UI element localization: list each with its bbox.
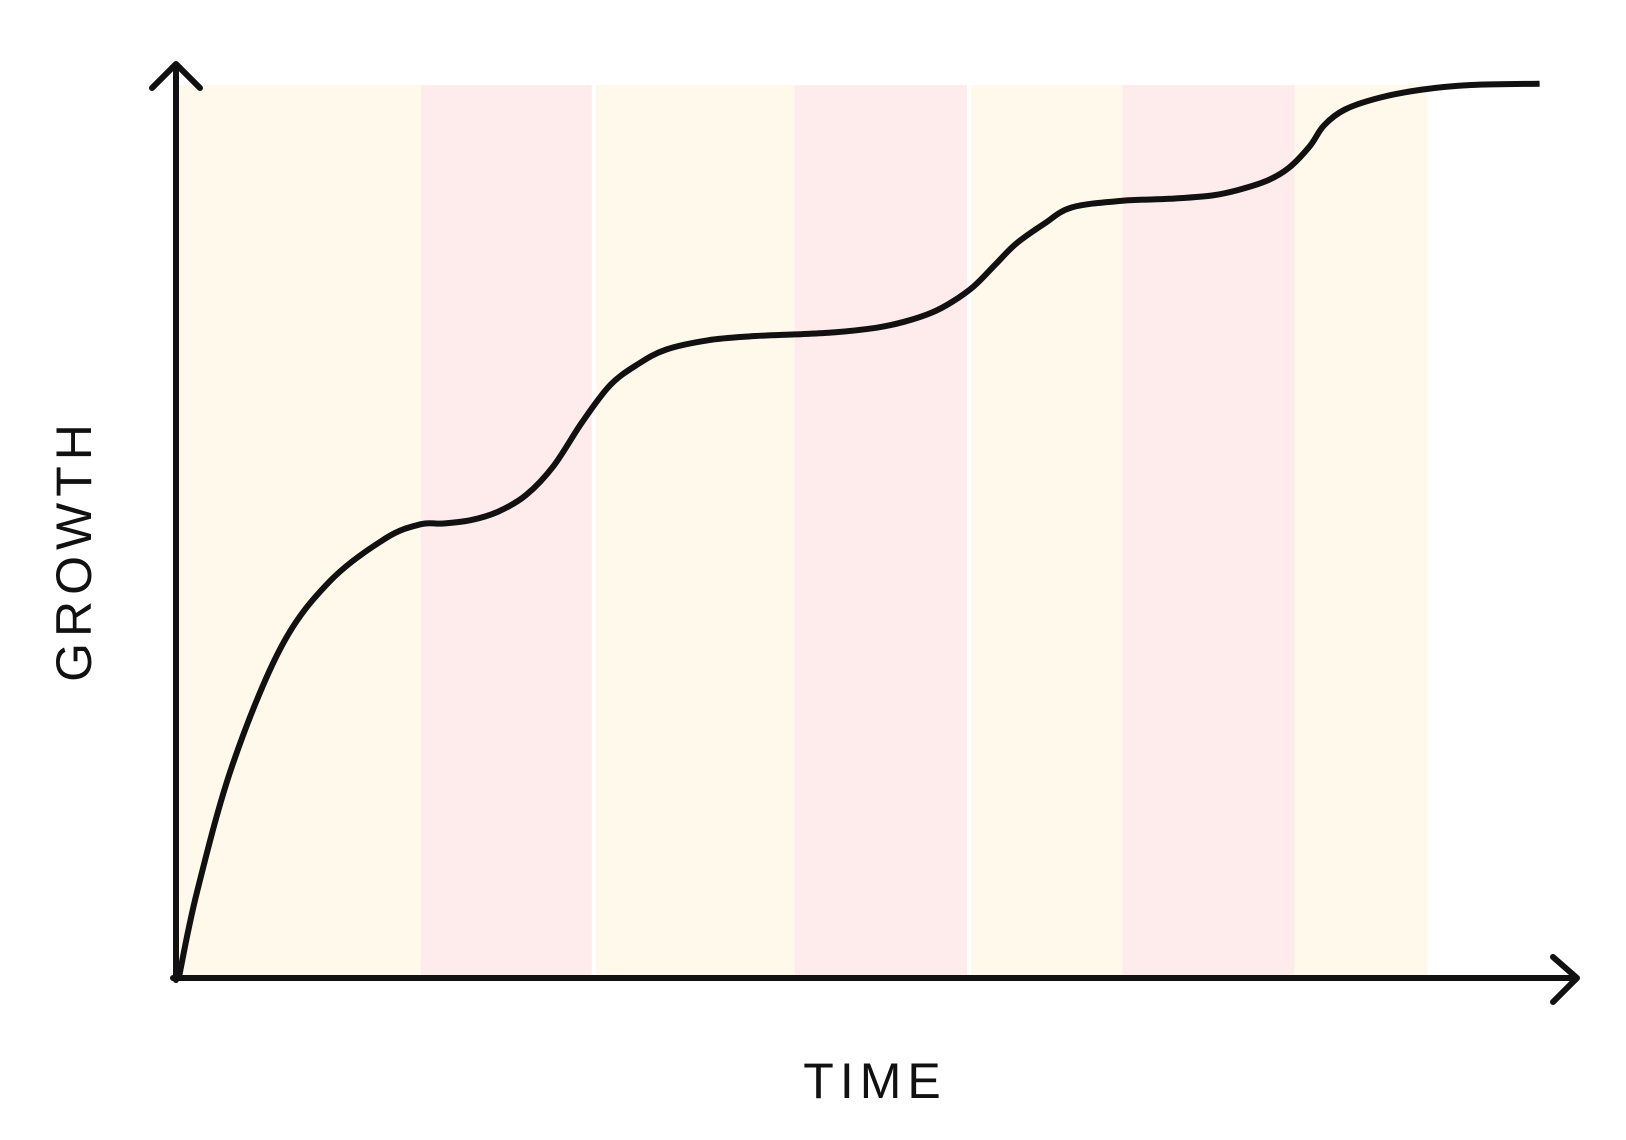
x-axis-arrow	[1550, 954, 1580, 1005]
band-4	[794, 85, 967, 978]
axes	[149, 61, 1580, 1005]
x-axis-label: TIME	[803, 1053, 946, 1109]
series-layer	[175, 80, 1540, 979]
y-axis-arrow	[149, 61, 203, 91]
band-1	[176, 85, 421, 978]
band-3	[596, 85, 795, 978]
background-bands	[176, 85, 1428, 978]
band-7	[1294, 85, 1428, 978]
y-axis-label: GROWTH	[46, 418, 102, 682]
band-6	[1122, 85, 1295, 978]
band-5	[971, 85, 1123, 978]
series-line-1	[175, 80, 1540, 979]
band-2	[421, 85, 592, 978]
